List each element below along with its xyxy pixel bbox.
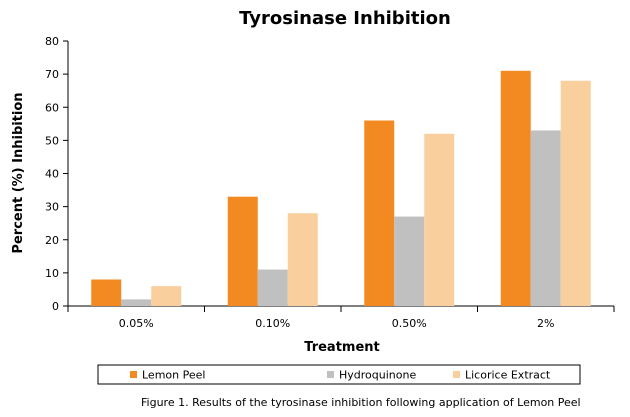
x-tick-label: 0.05% xyxy=(119,317,154,330)
y-tick-label: 10 xyxy=(45,267,59,280)
legend-label: Lemon Peel xyxy=(142,369,205,382)
bar-lemon-peel xyxy=(91,279,122,306)
y-tick-label: 0 xyxy=(52,300,59,313)
plot-area: 0 10 20 30 40 50 60 70 80 0.05% 0.10% 0.50% 2% xyxy=(45,35,615,330)
bar-hydroquinone xyxy=(121,299,152,306)
y-tick-label: 60 xyxy=(45,101,59,114)
legend-box xyxy=(97,364,581,385)
y-tick-label: 40 xyxy=(45,168,59,181)
x-tick-label: 2% xyxy=(537,317,554,330)
y-tick-label: 80 xyxy=(45,35,59,48)
legend-swatch xyxy=(327,371,334,378)
legend-swatch xyxy=(130,371,137,378)
x-tick-label: 0.10% xyxy=(255,317,290,330)
legend: Lemon Peel Hydroquinone Licorice Extract xyxy=(97,364,581,385)
bar-lemon-peel xyxy=(227,196,258,306)
y-tick-label: 50 xyxy=(45,134,59,147)
legend-label: Licorice Extract xyxy=(465,369,551,382)
bar-licorice-extract xyxy=(151,286,182,306)
legend-label: Hydroquinone xyxy=(339,369,416,382)
figure-caption: Figure 1. Results of the tyrosinase inhi… xyxy=(141,396,581,409)
bar-hydroquinone xyxy=(530,130,561,306)
bar-licorice-extract xyxy=(560,80,591,306)
y-axis-label: Percent (%) Inhibition xyxy=(11,92,26,253)
bar-hydroquinone xyxy=(257,269,288,306)
chart-title: Tyrosinase Inhibition xyxy=(239,8,451,29)
bar-licorice-extract xyxy=(287,213,318,306)
x-tick-label: 0.50% xyxy=(392,317,427,330)
bar-hydroquinone xyxy=(394,216,425,306)
bar-licorice-extract xyxy=(424,133,455,306)
legend-swatch xyxy=(453,371,460,378)
bar-lemon-peel xyxy=(500,70,531,306)
y-tick-label: 30 xyxy=(45,201,59,214)
y-tick-label: 70 xyxy=(45,68,59,81)
x-axis-label: Treatment xyxy=(304,340,380,355)
bar-lemon-peel xyxy=(364,120,395,306)
y-tick-label: 20 xyxy=(45,234,59,247)
